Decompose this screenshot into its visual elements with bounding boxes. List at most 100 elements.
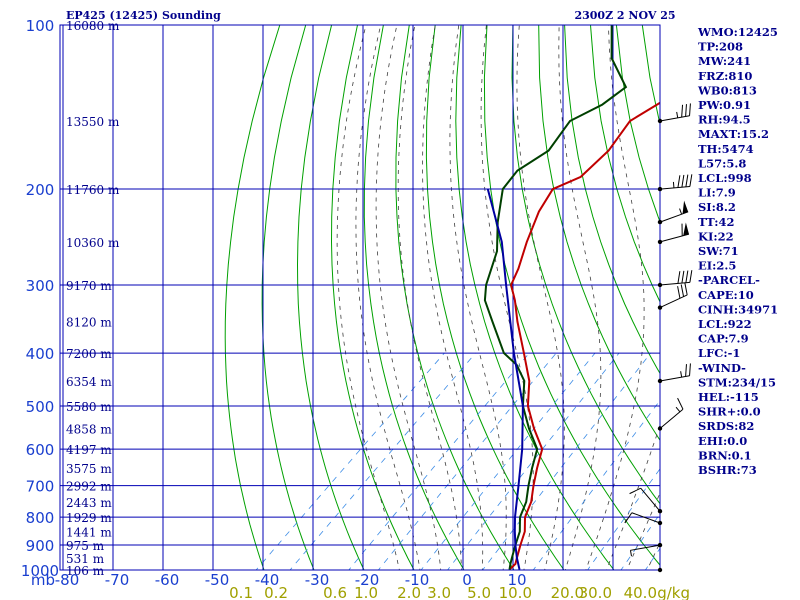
wind-barb-full: [677, 397, 684, 410]
wind-barb-half: [679, 208, 683, 215]
wind-barb-full: [677, 286, 681, 299]
index-item: MW:241: [698, 54, 751, 68]
index-item: CAPE:10: [698, 288, 754, 302]
moist-adiabat-line: [558, 25, 602, 570]
index-item: BRN:0.1: [698, 448, 752, 462]
pressure-tick-label: 700: [26, 478, 55, 496]
dry-adiabat-line: [296, 25, 365, 570]
temperature-tick-label: -70: [105, 571, 130, 589]
wind-barb-staff: [640, 487, 661, 512]
wind-barb-pennant: [683, 222, 689, 236]
dry-adiabat-line: [590, 25, 660, 304]
pressure-tick-label: 800: [26, 509, 55, 527]
moist-adiabat-line: [355, 25, 421, 570]
index-item: SHR+:0.0: [698, 405, 761, 419]
wind-barb: [657, 200, 689, 225]
wind-barb-half: [675, 406, 681, 413]
index-item: SW:71: [698, 244, 739, 258]
mixing-ratio-tick-label: 3.0: [427, 584, 451, 600]
moist-adiabat-line: [375, 25, 442, 570]
mixing-ratio-line: [532, 399, 660, 570]
wind-barb-full: [677, 271, 681, 284]
index-item: TH:5474: [698, 142, 754, 156]
height-label: 4197 m: [66, 443, 112, 457]
wind-barb: [657, 397, 684, 431]
pressure-tick-label: 200: [26, 181, 55, 199]
wind-barb-full: [681, 270, 685, 284]
index-item: -WIND-: [698, 361, 746, 375]
pressure-tick-label: 300: [26, 277, 55, 295]
temperature-tick-label: -10: [405, 571, 430, 589]
pressure-tick-label: 900: [26, 537, 55, 555]
dry-adiabat-line: [538, 25, 660, 442]
index-item: -PARCEL-: [698, 273, 760, 287]
wind-barb-half: [629, 550, 632, 557]
height-label: 7200 m: [66, 347, 112, 361]
wind-barb-full: [681, 104, 684, 118]
temperature-tick-label: 0: [462, 571, 472, 589]
mixing-ratio-line: [482, 352, 652, 570]
mixing-ratio-line: [447, 352, 620, 570]
valid-time: 2300Z 2 NOV 25: [574, 9, 675, 22]
wind-barb-staff: [631, 512, 661, 524]
dry-adiabat-line: [511, 25, 660, 505]
index-item: TP:208: [698, 40, 743, 54]
wind-barb: [629, 487, 663, 514]
index-item: STM:234/15: [698, 375, 776, 389]
mixing-ratio-line: [255, 352, 445, 570]
wind-barb-full: [685, 174, 689, 187]
wind-barb-half: [680, 371, 683, 378]
wind-barb: [657, 567, 663, 573]
dry-adiabat-line: [564, 25, 660, 375]
mixing-ratio-tick-label: 2.0: [397, 584, 421, 600]
mixing-ratio-tick-label: 1.0: [354, 584, 378, 600]
mixing-ratio-tick-label: 5.0: [467, 584, 491, 600]
dry-adiabat-line: [261, 25, 315, 570]
wind-barb-pennant: [682, 200, 689, 214]
index-item: LFC:-1: [698, 346, 740, 360]
wind-barb-full: [689, 174, 693, 187]
mixing-ratio-tick-label: 0.6: [323, 584, 347, 600]
mixing-ratio-unit-label: g/kg: [657, 584, 690, 600]
dry-adiabat-line: [224, 25, 281, 570]
height-label: 8120 m: [66, 316, 112, 330]
height-label: 531 m: [66, 552, 105, 566]
index-item: KI:22: [698, 229, 734, 243]
wind-barb-full: [681, 174, 685, 188]
parcel-profile-line: [486, 188, 524, 570]
wind-barb-staff: [659, 115, 690, 122]
height-label: 13550 m: [66, 115, 120, 129]
moist-adiabat-line: [336, 25, 400, 570]
index-item: EHI:0.0: [698, 434, 747, 448]
wind-barb-staff: [659, 294, 688, 309]
wind-barb-station: [657, 567, 663, 573]
height-label: 5580 m: [66, 400, 112, 414]
mixing-ratio-tick-label: 30.0: [579, 584, 612, 600]
moist-adiabat-line: [516, 25, 565, 570]
plot-border: [59, 24, 661, 571]
index-item: WB0:813: [697, 83, 757, 97]
wind-barb-half: [676, 111, 679, 118]
temperature-tick-label: -20: [355, 571, 380, 589]
index-item: CINH:34971: [698, 302, 778, 316]
dry-adiabat-line: [455, 25, 615, 570]
index-item: BSHR:73: [698, 463, 757, 477]
wind-barb: [657, 270, 693, 288]
temperature-tick-label: -80: [55, 571, 80, 589]
mixing-ratio-line: [289, 352, 476, 570]
height-label: 1929 m: [66, 511, 112, 525]
wind-barb: [657, 363, 691, 384]
index-item: MAXT:15.2: [698, 127, 769, 141]
wind-barb: [657, 282, 688, 310]
index-item: FRZ:810: [698, 69, 752, 83]
pressure-unit-label: mb: [31, 571, 55, 589]
temperature-tick-label: -30: [305, 571, 330, 589]
height-label: 16080 m: [66, 19, 120, 33]
wind-barb: [657, 174, 693, 192]
index-item: LI:7.9: [698, 186, 736, 200]
mixing-ratio-tick-label: 10.0: [499, 584, 532, 600]
dry-adiabat-line: [483, 25, 660, 566]
wind-barb-full: [689, 363, 691, 376]
wind-barb-full: [689, 270, 693, 283]
